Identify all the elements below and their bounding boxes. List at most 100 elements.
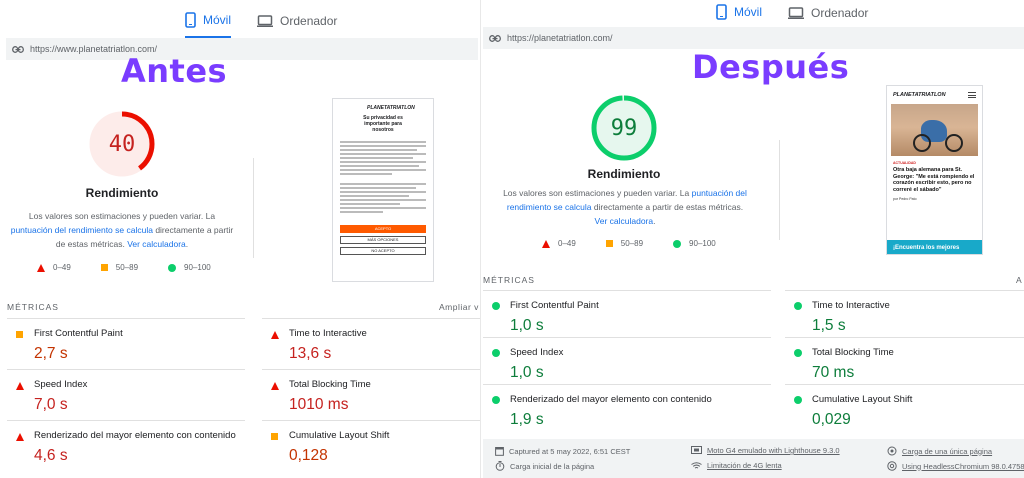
phone-icon xyxy=(716,4,727,20)
legend-pass: 90–100 xyxy=(673,239,716,248)
average-square-icon xyxy=(16,331,23,338)
thumb-reject-button: NO ACEPTO xyxy=(340,247,426,255)
metric-item: Renderizado del mayor elemento con conte… xyxy=(483,384,771,431)
desc-text-1: Los valores son estimaciones y pueden va… xyxy=(503,188,692,198)
desktop-icon xyxy=(257,14,274,27)
metric-name: Renderizado del mayor elemento con conte… xyxy=(34,430,236,441)
thumb-category: ACTUALIDAD xyxy=(893,161,916,165)
calculator-link[interactable]: Ver calculadora xyxy=(127,239,186,249)
legend-average-label: 50–89 xyxy=(115,263,139,272)
metric-value: 0,029 xyxy=(812,411,851,428)
desc-text-3: . xyxy=(653,216,656,226)
metric-value: 0,128 xyxy=(289,447,328,464)
thumb-title: Otra baja alemana para St. George: "Me e… xyxy=(893,167,975,193)
desc-text-2: directamente a partir de estas métricas. xyxy=(55,225,234,249)
tab-desktop-label: Ordenador xyxy=(280,14,338,28)
average-square-icon xyxy=(605,240,613,247)
section-divider xyxy=(779,140,780,240)
pass-circle-icon xyxy=(673,239,682,248)
legend-fail: 0–49 xyxy=(542,239,576,248)
metrics-title: MÉTRICAS xyxy=(483,275,535,285)
footer-single-load-text[interactable]: Carga de una única página xyxy=(902,446,993,456)
metric-name: First Contentful Paint xyxy=(34,328,123,339)
phone-icon xyxy=(185,12,196,28)
metric-value: 1,9 s xyxy=(510,411,544,428)
pass-circle-icon xyxy=(168,263,177,272)
footer-throttling-text[interactable]: Limitación de 4G lenta xyxy=(707,461,782,470)
thumb-hero-image xyxy=(891,104,978,156)
tab-mobile-label: Móvil xyxy=(203,13,232,27)
fail-triangle-icon xyxy=(271,331,279,339)
metric-item: Time to Interactive 13,6 s xyxy=(262,318,480,369)
pass-circle-icon xyxy=(794,302,802,310)
thumb-brand: PLANETATRIATLON xyxy=(893,92,946,98)
average-square-icon xyxy=(271,433,278,440)
metric-name: Speed Index xyxy=(34,379,88,390)
metric-value: 1,0 s xyxy=(510,364,544,381)
score-description: Los valores son estimaciones y pueden va… xyxy=(503,186,747,228)
metric-name: Speed Index xyxy=(510,347,564,358)
before-headline: Antes xyxy=(121,52,228,90)
footer-device: Moto G4 emulado with Lighthouse 9.3.0 xyxy=(691,446,840,455)
metric-item: Cumulative Layout Shift 0,128 xyxy=(262,420,480,471)
metric-name: Total Blocking Time xyxy=(812,347,894,358)
thumb-banner: ¡Encuentra los mejores xyxy=(887,240,982,254)
gauge-label: Rendimiento xyxy=(587,167,661,181)
fail-triangle-icon xyxy=(271,382,279,390)
expand-view-link[interactable]: A xyxy=(1016,275,1023,285)
performance-gauge: 99 xyxy=(591,95,657,161)
footer-device-text[interactable]: Moto G4 emulado with Lighthouse 9.3.0 xyxy=(707,446,840,455)
after-headline: Después xyxy=(692,48,850,86)
metric-item: Renderizado del mayor elemento con conte… xyxy=(7,420,245,471)
thumb-body-text xyxy=(333,137,433,217)
fail-triangle-icon xyxy=(542,239,550,248)
calculator-link[interactable]: Ver calculadora xyxy=(594,216,654,226)
pass-circle-icon xyxy=(794,396,802,404)
metric-item: Speed Index 7,0 s xyxy=(7,369,245,420)
metric-item: Time to Interactive 1,5 s xyxy=(785,290,1024,337)
timer-icon xyxy=(495,461,505,471)
device-icon xyxy=(691,446,702,454)
metric-value: 7,0 s xyxy=(34,396,68,413)
gauge-ring xyxy=(89,111,155,177)
tab-mobile-label: Móvil xyxy=(734,5,763,19)
menu-icon xyxy=(968,92,976,98)
legend-pass-label: 90–100 xyxy=(184,263,211,272)
footer-throttling: Limitación de 4G lenta xyxy=(691,461,782,470)
expand-view-link[interactable]: Ampliar v xyxy=(439,302,479,312)
footer-captured-text: Captured at 5 may 2022, 6:51 CEST xyxy=(509,446,631,456)
metric-item: First Contentful Paint 2,7 s xyxy=(7,318,245,369)
footer-browser-text[interactable]: Using HeadlessChromium 98.0.4758 xyxy=(902,461,1024,471)
tab-desktop[interactable]: Ordenador xyxy=(788,4,868,30)
score-legend: 0–49 50–89 90–100 xyxy=(542,239,746,248)
pass-circle-icon xyxy=(794,349,802,357)
metric-value: 1,5 s xyxy=(812,317,846,334)
thumb-options-button: MÁS OPCIONES xyxy=(340,236,426,244)
legend-average-label: 50–89 xyxy=(620,239,644,248)
calendar-icon xyxy=(495,447,504,456)
tab-desktop-label: Ordenador xyxy=(811,6,869,20)
legend-fail-label: 0–49 xyxy=(53,263,71,272)
metric-value: 70 ms xyxy=(812,364,855,381)
device-tabs: Móvil Ordenador xyxy=(185,12,337,38)
network-icon xyxy=(691,461,702,469)
tab-desktop[interactable]: Ordenador xyxy=(257,12,337,38)
footer-browser: Using HeadlessChromium 98.0.4758 xyxy=(887,461,1024,471)
desc-text-2: directamente a partir de estas métricas. xyxy=(591,202,744,212)
desc-text-1: Los valores son estimaciones y pueden va… xyxy=(28,211,216,221)
metric-name: Renderizado del mayor elemento con conte… xyxy=(510,394,712,405)
metric-item: Total Blocking Time 1010 ms xyxy=(262,369,480,420)
score-calc-link[interactable]: puntuación del rendimiento se calcula xyxy=(506,188,747,212)
url-text: https://planetatriatlon.com/ xyxy=(507,33,613,43)
score-legend: 0–49 50–89 90–100 xyxy=(37,263,241,272)
pass-circle-icon xyxy=(492,396,500,404)
metric-name: Total Blocking Time xyxy=(289,379,371,390)
average-square-icon xyxy=(100,264,108,271)
metric-value: 1,0 s xyxy=(510,317,544,334)
legend-pass: 90–100 xyxy=(168,263,211,272)
desc-text-3: . xyxy=(185,239,189,249)
tab-mobile[interactable]: Móvil xyxy=(185,12,232,38)
score-calc-link[interactable]: puntuación del rendimiento se calcula xyxy=(10,225,153,235)
url-bar: https://www.planetatriatlon.com/ xyxy=(6,38,478,60)
gauge-label: Rendimiento xyxy=(85,186,159,200)
